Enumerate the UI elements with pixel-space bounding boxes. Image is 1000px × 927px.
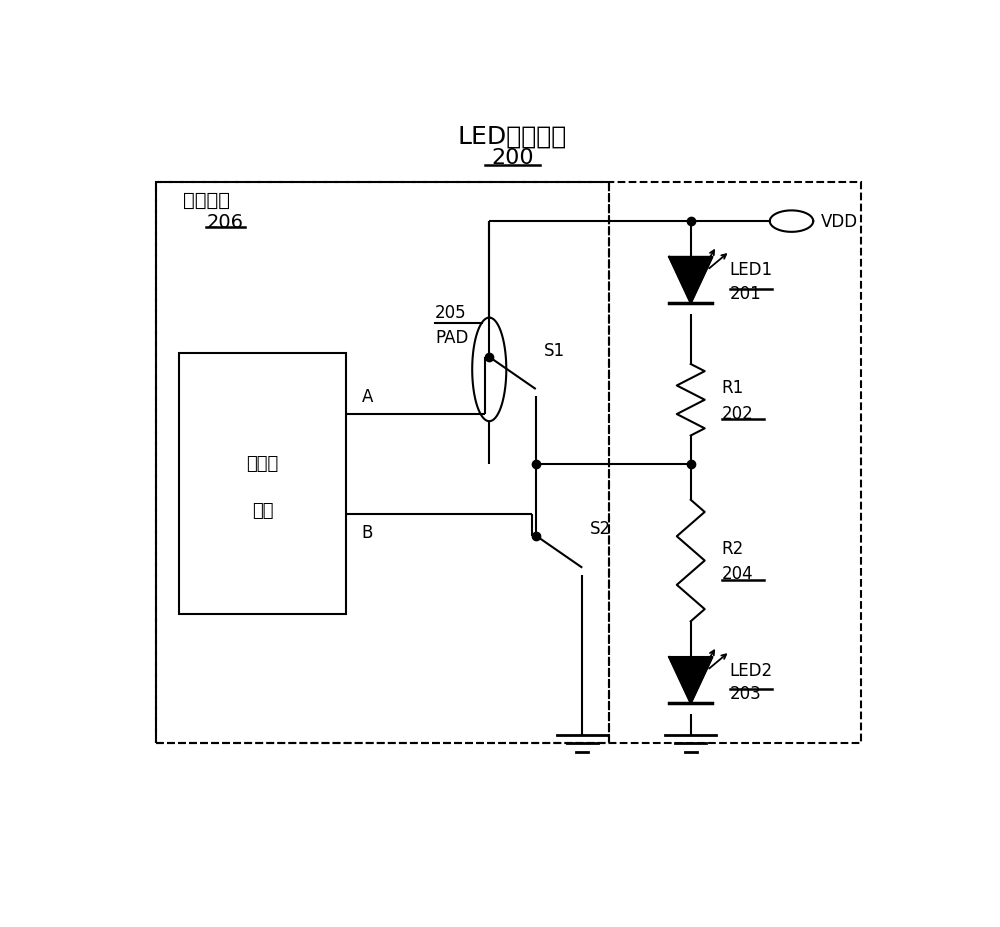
Bar bbox=[156, 183, 861, 743]
Polygon shape bbox=[669, 657, 712, 704]
Text: PAD: PAD bbox=[435, 329, 468, 347]
Text: A: A bbox=[361, 387, 373, 406]
Text: LED驱动电路: LED驱动电路 bbox=[458, 124, 567, 148]
Polygon shape bbox=[669, 258, 712, 304]
Text: B: B bbox=[361, 524, 373, 541]
Text: 205: 205 bbox=[435, 304, 467, 322]
Text: 单元: 单元 bbox=[252, 502, 273, 519]
Text: S2: S2 bbox=[590, 520, 611, 538]
Text: 202: 202 bbox=[722, 404, 754, 422]
Text: 206: 206 bbox=[206, 212, 243, 232]
Text: 201: 201 bbox=[730, 285, 761, 303]
Text: 203: 203 bbox=[730, 684, 761, 703]
Bar bbox=[179, 354, 346, 615]
Text: R2: R2 bbox=[722, 540, 744, 557]
Text: 200: 200 bbox=[491, 147, 534, 168]
Text: R1: R1 bbox=[722, 378, 744, 397]
Text: 204: 204 bbox=[722, 565, 753, 583]
Text: LED2: LED2 bbox=[730, 661, 773, 679]
Text: LED1: LED1 bbox=[730, 261, 773, 279]
Text: 驱动单元: 驱动单元 bbox=[183, 191, 230, 210]
Text: S1: S1 bbox=[544, 341, 565, 360]
Text: 逻辑子: 逻辑子 bbox=[246, 454, 279, 473]
Text: VDD: VDD bbox=[821, 213, 858, 231]
Bar bbox=[156, 183, 609, 743]
